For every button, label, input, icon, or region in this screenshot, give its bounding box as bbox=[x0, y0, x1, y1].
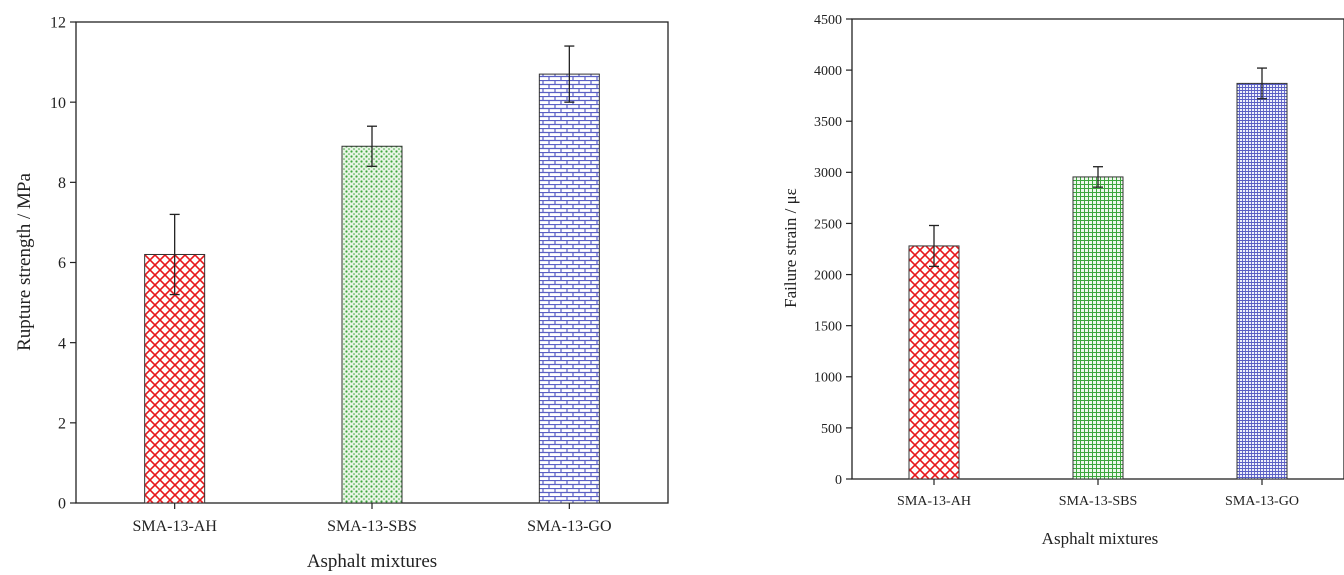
y-tick-label: 2000 bbox=[814, 268, 842, 283]
y-tick-label: 4500 bbox=[814, 13, 842, 28]
y-tick-label: 500 bbox=[821, 422, 842, 437]
y-tick-label: 1000 bbox=[814, 371, 842, 386]
x-tick-label: SMA-13-GO bbox=[1225, 494, 1299, 509]
y-tick-label: 2500 bbox=[814, 217, 842, 232]
x-tick-label: SMA-13-GO bbox=[527, 518, 611, 535]
x-tick-label: SMA-13-SBS bbox=[327, 518, 417, 535]
bar-sma-13-sbs bbox=[341, 145, 403, 504]
right-y-axis-title: Failure strain / με bbox=[781, 188, 800, 308]
left-x-axis-title: Asphalt mixtures bbox=[307, 551, 437, 572]
y-tick-label: 3500 bbox=[814, 115, 842, 130]
y-tick-label: 12 bbox=[50, 15, 66, 32]
x-tick-label: SMA-13-AH bbox=[132, 518, 217, 535]
y-tick-label: 10 bbox=[50, 95, 66, 112]
chart-rupture-strength: 0 2 4 6 8 10 12 SMA-13-AH SMA-13-SBS SMA-13-GO bbox=[50, 15, 669, 535]
bar-sma-13-go bbox=[1236, 82, 1288, 480]
y-tick-label: 0 bbox=[58, 496, 66, 513]
y-tick-label: 8 bbox=[58, 175, 66, 192]
bar-sma-13-go bbox=[538, 73, 600, 504]
bar-sma-13-sbs bbox=[1072, 176, 1124, 480]
y-tick-label: 4000 bbox=[814, 64, 842, 79]
y-tick-label: 4 bbox=[58, 335, 66, 352]
bar-sma-13-ah bbox=[908, 245, 960, 480]
y-tick-label: 2 bbox=[58, 415, 66, 432]
chart-failure-strain: 0 500 1000 1500 2000 2500 3000 3500 4000 4500 SMA-… bbox=[814, 13, 1344, 509]
left-y-axis-title: Rupture strength / MPa bbox=[14, 173, 35, 351]
x-tick-label: SMA-13-AH bbox=[897, 494, 971, 509]
y-tick-label: 6 bbox=[58, 255, 66, 272]
x-tick-label: SMA-13-SBS bbox=[1059, 494, 1138, 509]
y-tick-label: 3000 bbox=[814, 166, 842, 181]
y-tick-label: 0 bbox=[835, 473, 842, 488]
right-x-axis-title: Asphalt mixtures bbox=[1042, 529, 1159, 548]
y-tick-label: 1500 bbox=[814, 320, 842, 335]
